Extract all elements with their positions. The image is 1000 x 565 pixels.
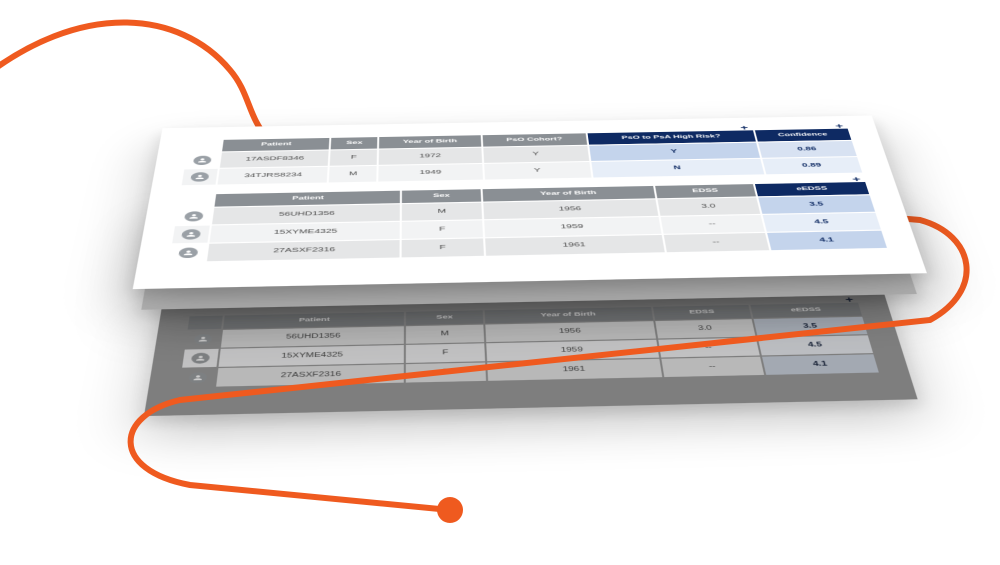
cell-patient: 15XYME4325 xyxy=(219,345,405,367)
col-pso: PsO Cohort? xyxy=(482,133,587,146)
cell-eedss: 3.5 xyxy=(754,317,868,337)
cell-eedss: 4.1 xyxy=(762,354,879,375)
cell-eedss: 4.5 xyxy=(758,335,873,355)
col-conf: +Confidence xyxy=(755,129,852,142)
cell-yob: 1959 xyxy=(484,217,661,237)
cell-sex: F xyxy=(406,343,484,363)
cell-patient: 27ASXF2316 xyxy=(207,240,400,261)
cell-risk: Y xyxy=(589,143,760,161)
cell-yob: 1956 xyxy=(483,199,658,219)
table-edss-l3: Patient Sex Year of Birth EDSS +eEDSS 56… xyxy=(177,301,881,388)
cell-eedss: 4.5 xyxy=(763,213,881,232)
col-sex: Sex xyxy=(402,189,480,203)
plus-icon: + xyxy=(834,122,844,130)
stage: Patient Sex Year of Birth EDSS +eEDSS 56… xyxy=(0,0,1000,565)
cell-sex: M xyxy=(406,325,483,344)
row-avatar[interactable] xyxy=(185,330,221,348)
cell-sex: M xyxy=(402,203,481,221)
cell-pso: Y xyxy=(483,146,589,163)
col-edss: EDSS xyxy=(653,305,752,320)
cell-edss: 3.0 xyxy=(655,319,756,338)
cell-pso: Y xyxy=(484,162,592,180)
cell-yob: 1956 xyxy=(485,321,656,342)
cell-edss: 3.0 xyxy=(657,197,760,215)
cell-sex: F xyxy=(402,220,482,239)
col-yob: Year of Birth xyxy=(379,135,481,148)
row-avatar[interactable] xyxy=(179,368,216,387)
cell-eedss: 4.1 xyxy=(767,231,887,250)
cell-conf: 0.89 xyxy=(762,157,862,174)
cell-eedss: 3.5 xyxy=(758,195,875,214)
row-avatar[interactable] xyxy=(175,208,212,225)
person-icon xyxy=(191,353,211,364)
table-pso: Patient Sex Year of Birth PsO Cohort? +P… xyxy=(180,128,865,187)
plus-icon: + xyxy=(851,175,862,184)
plus-icon: + xyxy=(844,295,854,304)
person-icon xyxy=(181,229,201,240)
col-eedss: +eEDSS xyxy=(755,182,869,196)
cell-sex: F xyxy=(330,150,377,166)
ribbon-endpoint-dot xyxy=(437,497,463,523)
row-avatar[interactable] xyxy=(184,152,220,168)
col-eedss: +eEDSS xyxy=(750,303,862,318)
icon-col-header xyxy=(178,194,214,207)
cell-sex: M xyxy=(329,166,377,183)
cell-yob: 1961 xyxy=(485,235,665,256)
row-avatar[interactable] xyxy=(182,169,218,185)
cell-yob: 1972 xyxy=(379,148,482,165)
cell-patient: 34TJRS8234 xyxy=(218,167,329,185)
person-icon xyxy=(190,172,209,182)
cell-yob: 1949 xyxy=(378,164,482,182)
col-sex: Sex xyxy=(406,310,482,325)
person-icon xyxy=(188,372,208,384)
cell-edss: -- xyxy=(660,215,765,234)
cell-conf: 0.86 xyxy=(758,141,857,158)
cell-edss: -- xyxy=(663,233,769,252)
col-patient: Patient xyxy=(222,138,330,151)
row-avatar[interactable] xyxy=(172,225,210,243)
cell-yob: 1961 xyxy=(487,359,662,381)
icon-col-header xyxy=(187,140,222,152)
cell-patient: 17ASDF8346 xyxy=(220,150,329,167)
row-avatar[interactable] xyxy=(169,244,207,262)
layer-1-top: Patient Sex Year of Birth PsO Cohort? +P… xyxy=(133,116,927,290)
row-avatar[interactable] xyxy=(182,349,219,368)
cell-edss: -- xyxy=(661,357,764,377)
cell-sex: F xyxy=(406,362,485,382)
person-icon xyxy=(184,211,204,221)
cell-patient: 56UHD1356 xyxy=(212,204,400,224)
person-icon xyxy=(193,156,212,166)
plus-icon: + xyxy=(739,124,749,132)
icon-col-header xyxy=(188,316,223,330)
col-edss: EDSS xyxy=(655,184,756,198)
cell-patient: 27ASXF2316 xyxy=(216,364,404,386)
cell-patient: 15XYME4325 xyxy=(210,222,401,243)
table-edss: Patient Sex Year of Birth EDSS +eEDSS 56… xyxy=(167,181,890,263)
cell-yob: 1959 xyxy=(486,340,659,361)
cell-sex: F xyxy=(402,238,483,257)
person-icon xyxy=(178,247,198,258)
person-icon xyxy=(193,334,212,345)
col-sex: Sex xyxy=(331,137,377,149)
cell-patient: 56UHD1356 xyxy=(221,326,405,347)
cell-risk: N xyxy=(591,159,764,178)
cell-edss: -- xyxy=(658,338,760,358)
